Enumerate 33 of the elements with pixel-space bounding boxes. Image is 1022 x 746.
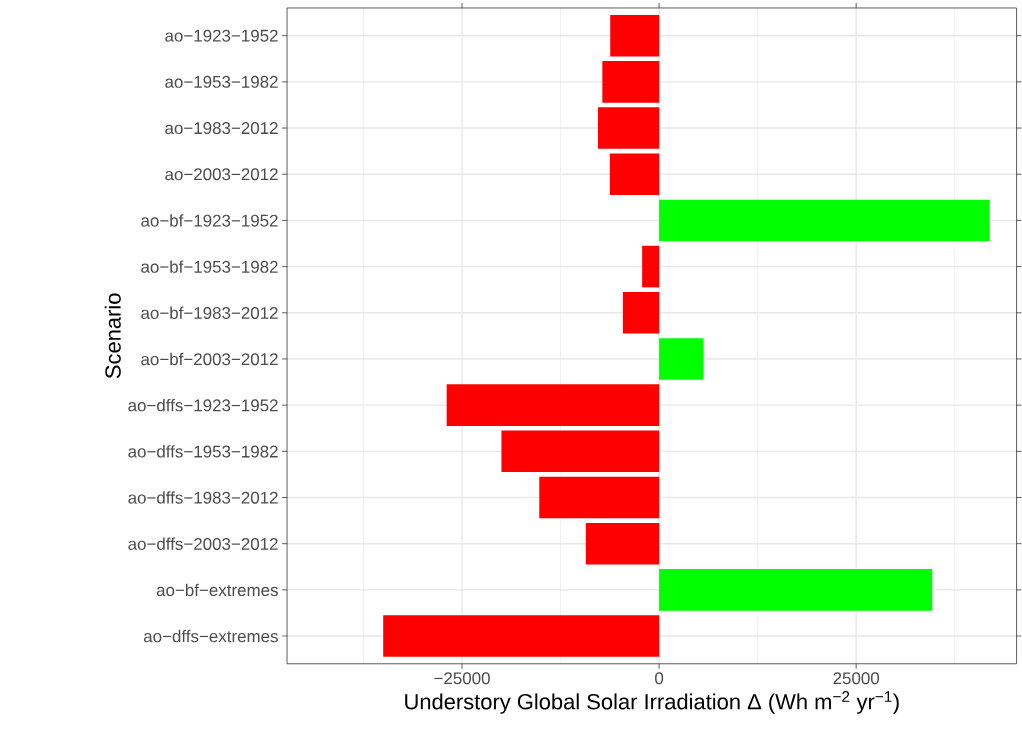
y-tick-label: ao−1923−1952 — [165, 29, 278, 42]
y-tick-label: ao−bf−1983−2012 — [141, 306, 278, 319]
bar — [642, 245, 660, 288]
y-tick-label: ao−dffs−1983−2012 — [128, 491, 278, 504]
y-tick-label: ao−2003−2012 — [165, 167, 278, 180]
bar — [602, 60, 660, 103]
bar — [585, 522, 660, 565]
bar — [598, 107, 660, 149]
y-tick-label: ao−bf−extremes — [156, 583, 278, 596]
x-axis-title: Understory Global Solar Irradiation Δ (Wh m$^{−2}$ yr$^{−1}$) — [405, 690, 899, 714]
bar — [383, 615, 660, 657]
bar — [659, 199, 990, 241]
y-tick-label: ao−bf−1923−1952 — [141, 213, 278, 227]
y-tick-label: ao−dffs−1923−1952 — [128, 398, 278, 412]
bar — [659, 337, 704, 380]
bar — [501, 430, 660, 472]
y-tick-label: ao−bf−2003−2012 — [141, 352, 278, 365]
bar — [622, 291, 660, 334]
x-tick-label: 25000 — [833, 672, 880, 685]
y-tick-label: ao−1953−1982 — [165, 75, 278, 88]
y-tick-label: ao−dffs−2003−2012 — [128, 537, 278, 550]
bar — [446, 384, 660, 426]
y-tick-label: ao−dffs−extremes — [143, 629, 278, 643]
x-tick-label: 0 — [655, 672, 664, 685]
y-tick-label: ao−dffs−1953−1982 — [128, 444, 278, 458]
bar — [609, 153, 660, 195]
y-tick-label: ao−1983−2012 — [165, 121, 278, 134]
bar — [659, 568, 933, 611]
y-tick-label: ao−bf−1953−1982 — [141, 260, 278, 273]
bar — [539, 476, 660, 519]
y-axis-title: Scenario — [104, 293, 121, 378]
x-tick-label: −25000 — [434, 672, 490, 685]
bar — [610, 14, 660, 57]
